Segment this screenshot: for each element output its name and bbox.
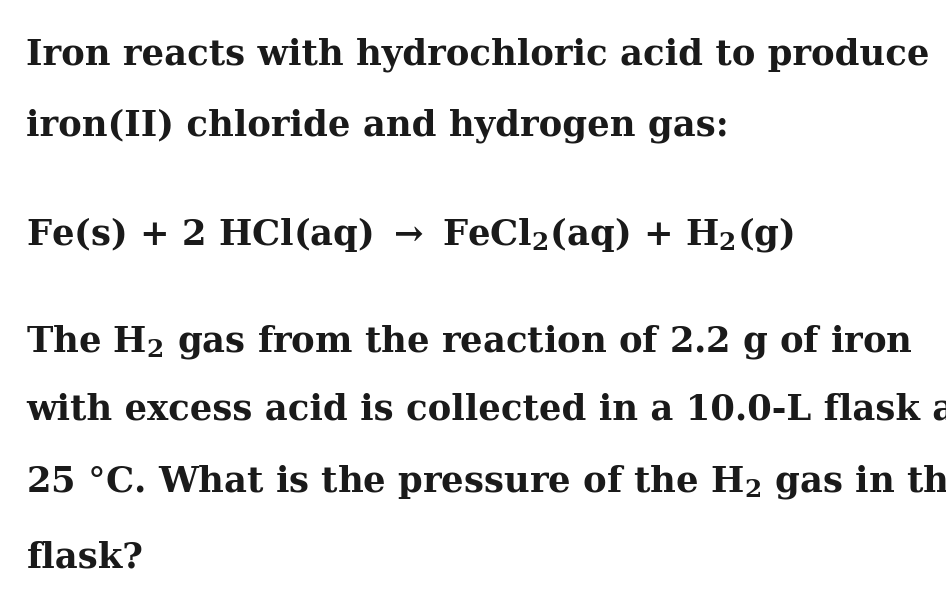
Text: The H$\mathbf{_2}$ gas from the reaction of 2.2 g of iron: The H$\mathbf{_2}$ gas from the reaction… [26,323,914,361]
Text: flask?: flask? [26,540,144,574]
Text: 25 $\degree$C. What is the pressure of the H$\mathbf{_2}$ gas in this: 25 $\degree$C. What is the pressure of t… [26,463,946,501]
Text: with excess acid is collected in a 10.0-L flask at: with excess acid is collected in a 10.0-… [26,393,946,427]
Text: Iron reacts with hydrochloric acid to produce: Iron reacts with hydrochloric acid to pr… [26,38,930,72]
Text: iron(II) chloride and hydrogen gas:: iron(II) chloride and hydrogen gas: [26,108,729,142]
Text: Fe(s) + 2 HCl(aq) $\mathbf{\rightarrow}$ FeCl$\mathbf{_2}$(aq) + H$\mathbf{_2}$(: Fe(s) + 2 HCl(aq) $\mathbf{\rightarrow}$… [26,215,795,254]
